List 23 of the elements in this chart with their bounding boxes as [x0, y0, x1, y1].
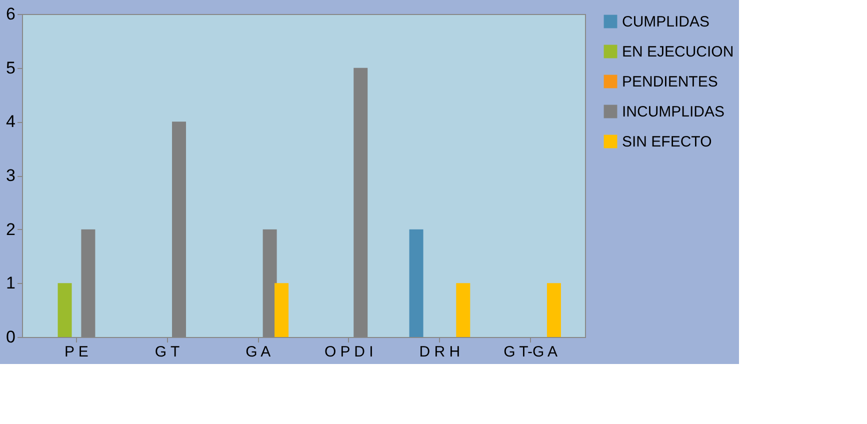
y-tick-label: 0: [6, 328, 16, 346]
bar: [274, 283, 289, 337]
x-tick-label: G T: [154, 344, 180, 360]
legend-label: EN EJECUCION: [622, 44, 734, 60]
bar: [546, 283, 561, 337]
x-tick-label: G T-G A: [504, 344, 558, 360]
x-tick-label: O P D I: [324, 344, 374, 360]
y-tick-label: 2: [6, 220, 16, 239]
legend-label: INCUMPLIDAS: [622, 104, 725, 120]
legend-label: PENDIENTES: [622, 74, 718, 90]
x-tick-label: G A: [246, 344, 271, 360]
y-tick-label: 4: [6, 112, 16, 132]
bar: [456, 283, 470, 337]
y-tick-label: 3: [6, 166, 16, 185]
y-tick-label: 1: [6, 274, 16, 293]
bar: [409, 229, 424, 337]
y-tick-label: 6: [6, 4, 16, 24]
legend-label: CUMPLIDAS: [622, 14, 710, 30]
y-tick-label: 5: [6, 58, 16, 78]
x-tick-label: D R H: [419, 344, 460, 360]
bar: [58, 283, 72, 337]
x-tick-label: P E: [64, 344, 88, 360]
legend-label: SIN EFECTO: [622, 134, 712, 150]
